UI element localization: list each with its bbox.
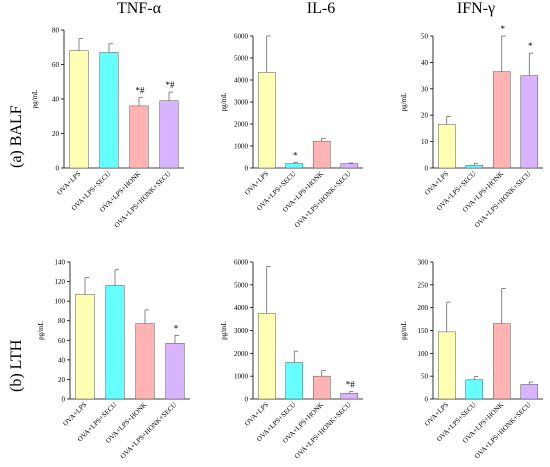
bar <box>437 124 456 169</box>
y-tick-label: 6000 <box>234 33 249 41</box>
significance-label: *# <box>346 380 356 390</box>
y-tick-label: 6000 <box>234 259 249 267</box>
panel-3: 020406080100120140pg/mLOVA+LPSOVA+LPS+SE… <box>37 259 190 461</box>
y-tick-label: 30 <box>421 85 429 93</box>
y-tick-label: 200 <box>418 304 429 312</box>
bar <box>159 100 179 169</box>
bar <box>465 379 484 400</box>
category-label: OVA+LPS+HONK+SECU <box>293 170 353 230</box>
y-tick-label: 50 <box>421 373 429 381</box>
bar <box>69 50 89 169</box>
y-tick-label: 5000 <box>234 55 249 63</box>
bar <box>340 393 359 400</box>
y-tick-label: 300 <box>418 259 429 267</box>
y-tick-label: 20 <box>52 130 60 138</box>
y-axis-label: pg/mL <box>220 93 228 112</box>
panel-1: 0 1000 2000 3000 4000 5000 6000 pg/mL OVA+LPS * OV… <box>220 33 363 230</box>
panel-5: 050100150200250300pg/mLOVA+LPSOVA+LPS+SE… <box>400 259 543 461</box>
y-tick-label: 60 <box>58 337 66 345</box>
column-title-ifn: IFN-γ <box>456 0 496 17</box>
y-tick-label: 3000 <box>234 327 249 335</box>
bar <box>340 163 359 169</box>
category-label: OVA+LPS <box>423 401 450 428</box>
y-tick-label: 1000 <box>234 143 249 151</box>
significance-label: * <box>501 24 506 34</box>
y-tick-label: 10 <box>421 138 429 146</box>
y-tick-label: 0 <box>245 396 249 404</box>
y-tick-label: 140 <box>55 259 66 267</box>
bar <box>465 165 484 169</box>
y-tick-label: 100 <box>55 298 66 306</box>
y-tick-label: 3000 <box>234 99 249 107</box>
significance-label: *# <box>166 80 176 90</box>
y-tick-label: 5000 <box>234 281 249 289</box>
significance-label: * <box>293 150 298 160</box>
y-axis-label: pg/mL <box>400 93 408 112</box>
bar <box>312 140 331 169</box>
bar <box>135 323 155 400</box>
column-title-il6: IL-6 <box>306 0 336 17</box>
y-tick-label: 60 <box>52 61 60 69</box>
category-label: OVA+LPS <box>243 401 270 428</box>
y-tick-label: 0 <box>62 396 66 404</box>
y-tick-label: 0 <box>56 165 60 173</box>
y-tick-label: 20 <box>421 112 429 120</box>
y-tick-label: 80 <box>52 27 60 35</box>
y-axis-label: pg/mL <box>31 90 39 109</box>
bar <box>492 71 511 169</box>
y-tick-label: 40 <box>52 96 60 104</box>
y-axis-label: pg/mL <box>37 321 45 340</box>
y-tick-label: 0 <box>245 165 249 173</box>
bar <box>437 331 456 400</box>
bar <box>520 384 539 400</box>
y-tick-label: 100 <box>418 350 429 358</box>
y-tick-label: 4000 <box>234 77 249 85</box>
y-tick-label: 20 <box>58 376 66 384</box>
category-label: OVA+LPS <box>55 170 82 197</box>
y-tick-label: 150 <box>418 327 429 335</box>
bar <box>99 52 119 169</box>
y-tick-label: 40 <box>421 59 429 67</box>
bar <box>129 105 149 169</box>
category-label: OVA+LPS+HONK+SECU <box>119 401 179 461</box>
y-axis-label: pg/mL <box>400 321 408 340</box>
bar <box>285 362 304 400</box>
category-label: OVA+LPS+HONK+SECU <box>113 170 173 230</box>
category-label: OVA+LPS <box>243 170 270 197</box>
significance-label: * <box>528 41 533 51</box>
significance-label: * <box>174 323 179 333</box>
y-tick-label: 4000 <box>234 304 249 312</box>
category-label: OVA+LPS <box>61 401 88 428</box>
category-label: OVA+LPS+HONK+SECU <box>473 170 533 230</box>
y-tick-label: 2000 <box>234 350 249 358</box>
bar <box>285 163 304 169</box>
y-axis-label: pg/mL <box>220 321 228 340</box>
bar <box>257 313 276 400</box>
panel-0: 020406080pg/mLOVA+LPSOVA+LPS+SECU*#OVA+L… <box>31 27 184 230</box>
bar <box>492 323 511 400</box>
y-tick-label: 40 <box>58 356 66 364</box>
bar <box>165 342 185 400</box>
y-tick-label: 50 <box>421 33 429 41</box>
category-label: OVA+LPS <box>423 170 450 197</box>
y-tick-label: 0 <box>425 396 429 404</box>
y-tick-label: 2000 <box>234 121 249 129</box>
bar <box>312 375 331 400</box>
bar <box>257 72 276 169</box>
y-tick-label: 120 <box>55 278 66 286</box>
bar <box>520 75 539 169</box>
y-tick-label: 0 <box>425 165 429 173</box>
panel-4: 0 1000 2000 3000 4000 5000 6000 pg/mL OVA+LPS OVA… <box>220 259 363 461</box>
y-tick-label: 1000 <box>234 373 249 381</box>
y-tick-label: 250 <box>418 281 429 289</box>
column-title-tnf: TNF-α <box>117 0 161 17</box>
y-tick-label: 80 <box>58 317 66 325</box>
bar <box>75 294 95 400</box>
category-label: OVA+LPS+HONK+SECU <box>293 401 353 461</box>
significance-label: *# <box>136 85 146 95</box>
category-label: OVA+LPS+HONK+SECU <box>473 401 533 461</box>
panel-2: 01020304050pg/mLOVA+LPSOVA+LPS+SECU*OVA+… <box>400 24 543 229</box>
bar <box>105 285 125 400</box>
